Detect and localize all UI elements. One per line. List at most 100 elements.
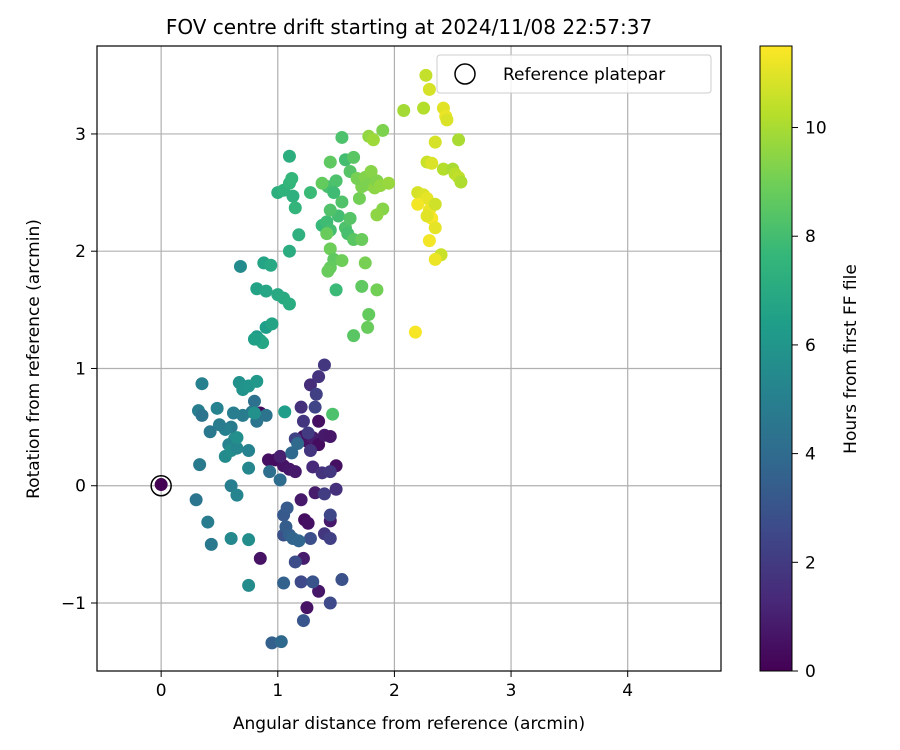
legend-reference-marker <box>454 63 476 85</box>
data-point <box>273 473 287 487</box>
reference-platepar-marker <box>150 474 172 497</box>
data-point <box>296 414 310 428</box>
data-point <box>329 482 343 496</box>
data-point <box>303 378 317 392</box>
data-point <box>259 408 273 422</box>
data-point <box>397 103 411 117</box>
colorbar-ticks: 0 2 4 6 8 10 <box>792 119 827 682</box>
data-point <box>282 297 296 311</box>
data-point <box>428 252 442 266</box>
data-point <box>361 320 375 334</box>
y-tick-label: 1 <box>75 359 86 379</box>
data-point <box>417 101 431 115</box>
data-point <box>296 614 310 628</box>
data-point <box>294 575 308 589</box>
data-point <box>362 308 376 322</box>
plot-frame <box>96 45 722 672</box>
data-point <box>247 332 261 346</box>
data-points <box>154 68 468 650</box>
data-point <box>411 197 425 211</box>
data-point <box>329 174 343 188</box>
reference-marker-layer <box>150 474 172 497</box>
data-point <box>154 478 168 492</box>
data-point <box>303 444 317 458</box>
data-point <box>282 149 296 163</box>
data-point <box>355 232 369 246</box>
data-point <box>335 130 349 144</box>
data-point <box>428 197 442 211</box>
data-point <box>285 446 299 460</box>
data-point <box>358 256 372 270</box>
colorbar: 0 2 4 6 8 10 Hours from first FF file <box>759 45 861 682</box>
y-axis-label: Rotation from reference (arcmin) <box>24 219 44 499</box>
data-point <box>309 387 323 401</box>
data-point <box>370 283 384 297</box>
data-point <box>230 431 244 445</box>
grid-lines <box>97 46 721 671</box>
data-point <box>382 176 396 190</box>
data-point <box>436 162 450 176</box>
data-point <box>226 406 240 420</box>
data-point <box>288 465 302 479</box>
data-point <box>282 244 296 258</box>
data-point <box>292 534 306 548</box>
legend-box <box>436 54 712 94</box>
data-point <box>286 189 300 203</box>
data-point <box>312 584 326 598</box>
data-point <box>347 329 361 343</box>
data-point <box>308 400 322 414</box>
colorbar-tick-label: 2 <box>805 553 816 573</box>
data-point <box>366 133 380 147</box>
data-point <box>370 208 384 222</box>
data-point <box>335 195 349 209</box>
y-axis-ticks: −1 0 1 2 3 <box>61 125 97 614</box>
colorbar-tick-label: 0 <box>805 662 816 682</box>
data-point <box>242 444 256 458</box>
data-point <box>224 531 238 545</box>
x-tick-label: 0 <box>156 681 167 701</box>
y-tick-label: −1 <box>61 594 86 614</box>
data-point <box>203 425 217 439</box>
x-axis-label: Angular distance from reference (arcmin) <box>233 714 585 734</box>
data-point <box>263 465 277 479</box>
data-point <box>452 133 466 147</box>
data-point <box>242 578 256 592</box>
data-point <box>212 418 226 432</box>
data-point <box>323 242 337 256</box>
data-point <box>419 68 433 82</box>
colorbar-label: Hours from first FF file <box>841 264 861 454</box>
data-point <box>317 358 331 372</box>
x-tick-label: 3 <box>506 681 517 701</box>
data-point <box>285 172 299 186</box>
data-point <box>300 601 314 615</box>
data-point <box>210 401 224 415</box>
data-point <box>323 465 337 479</box>
data-point <box>422 82 436 96</box>
y-tick-label: 0 <box>75 477 86 497</box>
data-point <box>301 516 315 530</box>
data-point <box>288 201 302 215</box>
data-point <box>242 461 256 475</box>
data-point <box>312 370 326 384</box>
data-point <box>291 437 305 451</box>
data-point <box>193 458 207 472</box>
data-point <box>230 488 244 502</box>
data-point <box>326 407 340 421</box>
data-point <box>294 493 308 507</box>
y-tick-label: 3 <box>75 125 86 145</box>
data-point <box>195 408 209 422</box>
data-point <box>242 533 256 547</box>
colorbar-tick-label: 10 <box>805 119 827 139</box>
data-point <box>247 394 261 408</box>
data-point <box>230 441 244 455</box>
data-point <box>280 501 294 515</box>
x-axis-ticks: 0 1 2 3 4 <box>156 671 633 701</box>
data-point <box>274 635 288 649</box>
y-tick-label: 2 <box>75 242 86 262</box>
data-point <box>425 156 439 170</box>
data-point <box>428 135 442 149</box>
data-point <box>292 228 306 242</box>
data-point <box>247 406 261 420</box>
